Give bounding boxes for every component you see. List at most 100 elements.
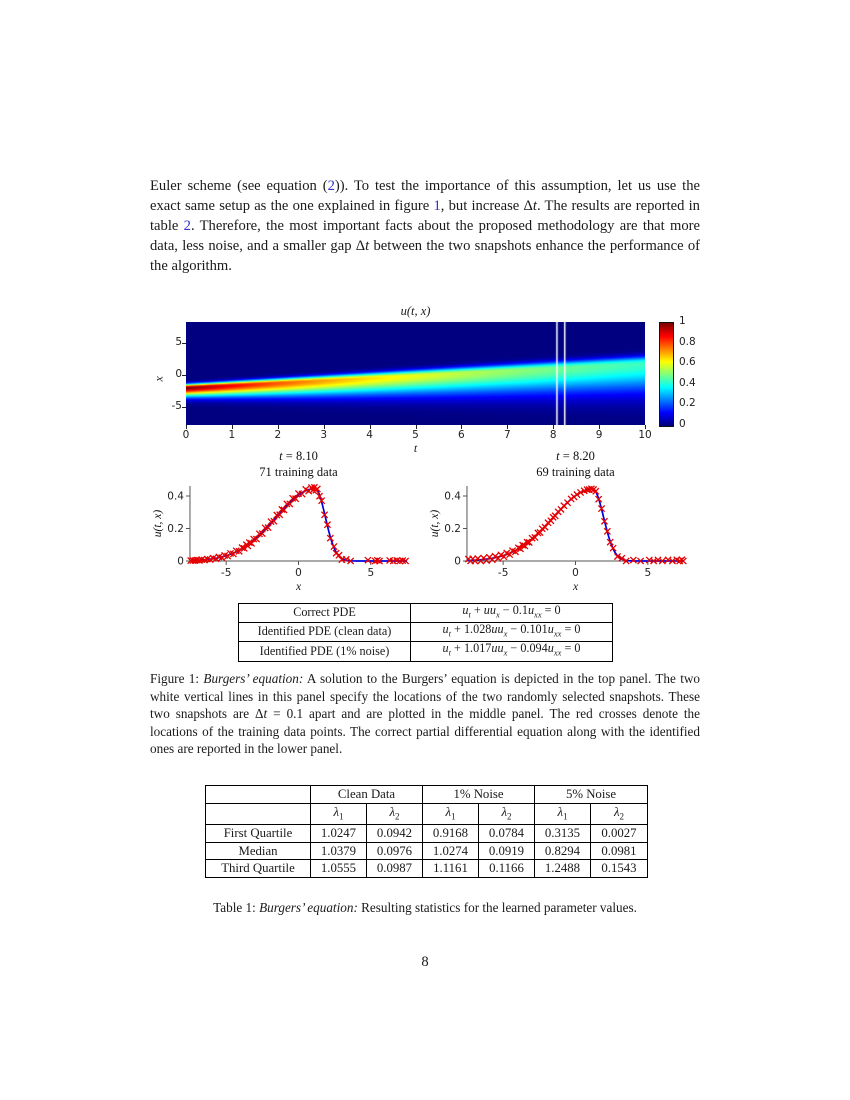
pde-table-label-cell: Identified PDE (clean data)	[238, 622, 411, 643]
heatmap-x-tick-label: 8	[549, 429, 557, 441]
x-tick-label: 0	[295, 567, 302, 579]
heatmap-y-tick-label: 5	[175, 336, 182, 349]
figure-caption-prefix: Figure 1:	[150, 671, 200, 686]
results-table-value-cell: 1.2488	[534, 859, 591, 878]
results-table-value-cell: 0.9168	[422, 824, 479, 843]
y-tick-label: 0	[454, 556, 461, 568]
pde-table-row: Correct PDE ut + uux − 0.1uxx = 0	[238, 602, 613, 624]
heatmap-x-tick-mark	[369, 425, 371, 429]
results-table-value-cell: 1.1161	[422, 859, 479, 878]
results-table-empty-cell	[205, 802, 311, 826]
heatmap-x-tick-label: 10	[638, 429, 652, 441]
colorbar-tick-label: 0.6	[679, 356, 696, 369]
table-caption: Table 1: Burgers’ equation: Resulting st…	[150, 900, 700, 916]
heatmap-x-tick-mark	[186, 425, 187, 429]
results-table-value-cell: 0.1166	[478, 859, 535, 878]
results-table-value-cell: 1.0247	[310, 824, 367, 843]
snapshot-xaxis-label: x	[295, 581, 302, 593]
x-tick-label: 5	[368, 567, 375, 579]
results-table-row: Median 1.0379 0.0976 1.0274 0.0919 0.8294 0.09…	[205, 841, 648, 861]
pde-table-equation-cell: ut + uux − 0.1uxx = 0	[410, 602, 613, 624]
results-table-value-cell: 0.8294	[534, 841, 591, 861]
training-data-crosses	[187, 483, 410, 565]
snapshot-yaxis-label: u(t, x)	[429, 510, 441, 538]
colorbar-tick-label: 1	[679, 315, 686, 327]
heatmap-x-tick-label: 6	[458, 429, 465, 441]
heatmap-xaxis-label: t	[413, 441, 418, 455]
snapshot-title: t = 8.20	[556, 449, 595, 463]
heatmap-y-tick-label: 0	[175, 368, 182, 381]
results-table-row: First Quartile 1.0247 0.0942 0.9168 0.0784 0.…	[205, 824, 648, 843]
training-data-crosses	[464, 485, 687, 565]
y-tick-label: 0.4	[167, 491, 184, 503]
results-table-param-header-cell: λ2	[478, 802, 535, 826]
heatmap-x-tick-mark	[323, 425, 325, 429]
results-table-param-header-cell: λ2	[590, 802, 648, 826]
x-tick-label: -5	[498, 567, 508, 579]
results-table-value-cell: 0.0784	[478, 824, 535, 843]
snapshot-title: t = 8.10	[279, 449, 318, 463]
results-table-param-header-cell: λ1	[534, 802, 591, 826]
snapshot-subtitle: 69 training data	[536, 465, 615, 479]
heatmap-x-tick-mark	[599, 425, 601, 429]
page-number: 8	[421, 954, 429, 970]
results-table-value-cell: 0.1543	[590, 859, 648, 878]
heatmap-canvas	[186, 322, 645, 425]
heatmap-x-tick-label: 9	[595, 429, 603, 441]
heatmap-x-tick-label: 7	[503, 429, 511, 441]
heatmap-y-tick-mark	[182, 343, 186, 345]
snapshot-subtitle: 71 training data	[259, 465, 338, 479]
pde-table-equation-cell: ut + 1.028uux − 0.101uxx = 0	[410, 622, 613, 643]
results-table-param-row: λ1 λ2 λ1 λ2 λ1 λ2	[205, 802, 648, 826]
heatmap-x-tick-mark	[415, 425, 417, 429]
heatmap-x-tick-label: 1	[228, 429, 236, 441]
solution-curve	[466, 488, 685, 562]
results-table-group-header-cell: Clean Data	[310, 785, 423, 804]
colorbar	[659, 322, 674, 427]
heatmap-x-tick-mark	[645, 425, 646, 429]
heatmap-x-tick-label: 2	[274, 429, 282, 441]
heatmap-y-tick-mark	[182, 407, 186, 409]
snapshot-yaxis-label: u(t, x)	[152, 510, 164, 538]
results-table-value-cell: 1.0379	[310, 841, 367, 861]
results-table-param-header-cell: λ1	[310, 802, 367, 826]
colorbar-tick-label: 0	[679, 418, 686, 430]
y-tick-label: 0.4	[444, 491, 461, 503]
y-tick-label: 0	[177, 556, 184, 568]
colorbar-tick-label: 0.4	[679, 376, 696, 389]
heatmap-x-tick-mark	[553, 425, 555, 429]
results-table-value-cell: 0.0987	[366, 859, 423, 878]
heatmap-y-tick-mark	[182, 375, 186, 377]
y-tick-label: 0.2	[167, 523, 184, 535]
results-table-value-cell: 0.0942	[366, 824, 423, 843]
x-tick-label: 5	[645, 567, 652, 579]
results-table-value-cell: 0.0976	[366, 841, 423, 861]
heatmap-x-tick-mark	[231, 425, 233, 429]
heatmap-x-tick-mark	[507, 425, 509, 429]
colorbar-tick-label: 0.2	[679, 397, 696, 410]
x-tick-label: -5	[221, 567, 231, 579]
pde-table-label-cell: Identified PDE (1% noise)	[238, 641, 411, 662]
results-table-value-cell: 1.0274	[422, 841, 479, 861]
pde-table: Correct PDE ut + uux − 0.1uxx = 0 Identifi…	[238, 602, 613, 662]
solution-curve	[189, 487, 408, 562]
y-tick-label: 0.2	[444, 523, 461, 535]
results-table-value-cell: 0.3135	[534, 824, 591, 843]
figure-caption: Figure 1: Burgers’ equation: A solution …	[150, 670, 700, 758]
results-table-row-label-cell: Median	[205, 841, 311, 861]
results-table-param-header-cell: λ1	[422, 802, 479, 826]
snapshot-plot: -5 0 5 0 0.2 0.4 t = 8.10 71 training data u(t, …	[152, 449, 410, 593]
snapshot-plot: -5 0 5 0 0.2 0.4 t = 8.20 69 training data u(t, …	[429, 449, 687, 593]
heatmap-y-tick-label: -5	[171, 400, 182, 413]
results-table-value-cell: 0.0027	[590, 824, 648, 843]
heatmap-x-tick-mark	[461, 425, 463, 429]
axis-line	[466, 486, 685, 562]
snapshot-xaxis-label: x	[572, 581, 579, 593]
results-table-value-cell: 0.0981	[590, 841, 648, 861]
pde-table-row: Identified PDE (1% noise) ut + 1.017uux −…	[238, 641, 613, 662]
figure-caption-body: A solution to the Burgers’ equation is d…	[150, 671, 700, 757]
table-caption-prefix: Table 1:	[213, 900, 256, 915]
table-caption-body: Resulting statistics for the learned par…	[361, 900, 637, 915]
results-table-empty-cell	[205, 785, 311, 804]
